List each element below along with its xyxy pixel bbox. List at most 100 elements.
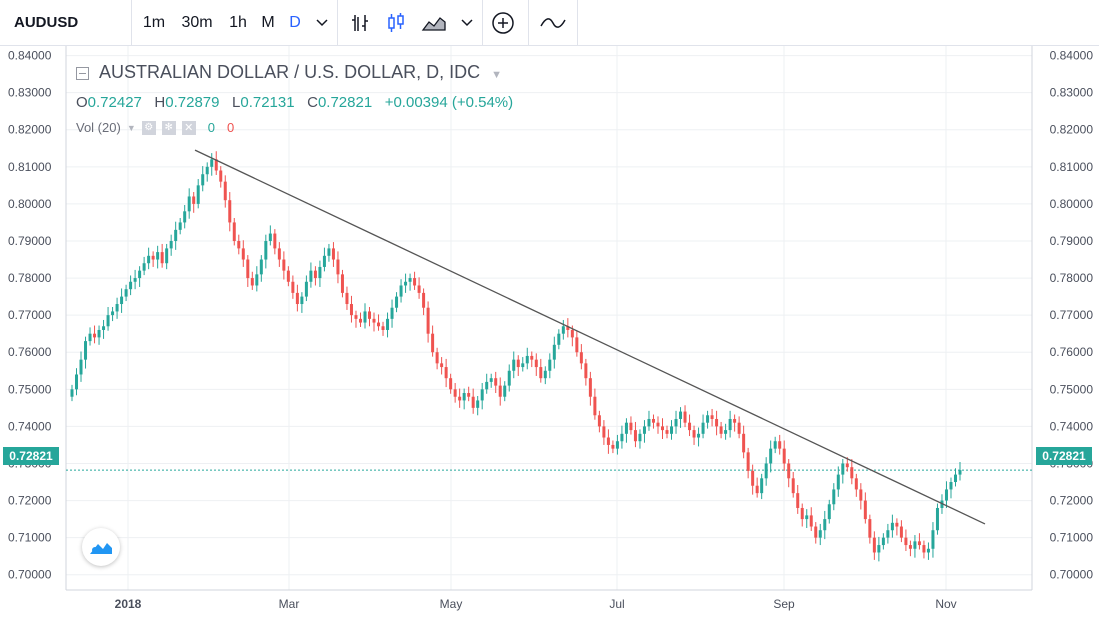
compare-button[interactable]: [535, 0, 571, 45]
candle-body: [512, 359, 516, 371]
candle-body: [863, 500, 867, 520]
candle-body: [904, 537, 908, 546]
candle-body: [665, 430, 669, 434]
candle-body: [620, 433, 624, 442]
candle-body: [435, 352, 439, 364]
candle-body: [322, 255, 326, 267]
area-chart-button[interactable]: [417, 0, 451, 45]
interval-dropdown[interactable]: [312, 0, 332, 45]
close-icon[interactable]: ✕: [181, 120, 196, 135]
price-tick-label: 0.79000: [8, 234, 52, 248]
volume-label[interactable]: Vol (20): [76, 120, 121, 135]
candle-body: [386, 318, 390, 330]
toolbar-separator: [577, 0, 578, 45]
candle-body: [701, 422, 705, 434]
low-value: 0.72131: [240, 94, 295, 111]
candle-body: [304, 281, 308, 297]
candle-body: [872, 537, 876, 553]
price-tick-label: 0.70000: [1050, 568, 1094, 582]
candle-body: [814, 526, 818, 538]
candles-icon: [388, 12, 404, 32]
change-value: +0.00394 (+0.54%): [384, 94, 514, 111]
candle-body: [88, 333, 92, 342]
candle-body: [935, 507, 939, 531]
area-chart-icon: [421, 16, 446, 31]
candle-body: [692, 430, 696, 438]
candle-body: [106, 315, 110, 327]
price-tick-label: 0.79000: [1050, 234, 1094, 248]
candle-body: [111, 311, 115, 316]
candle-body: [358, 318, 362, 323]
candle-body: [787, 463, 791, 479]
candle-body: [890, 522, 894, 531]
candle-body: [138, 270, 142, 279]
candle-body: [399, 285, 403, 297]
candle-body: [737, 422, 741, 434]
candle-body: [498, 385, 502, 397]
chevron-down-icon[interactable]: ▼: [491, 69, 503, 81]
low-label: L: [232, 94, 241, 111]
candle-body: [169, 240, 173, 249]
trendline: [194, 149, 986, 525]
candle-body: [908, 545, 912, 549]
bar-chart-button[interactable]: [345, 0, 375, 45]
legend-collapse-icon[interactable]: [76, 66, 89, 80]
interval-1h-button[interactable]: 1h: [229, 13, 247, 31]
candle-body: [674, 418, 678, 427]
candle-body: [782, 448, 786, 464]
tradingview-logo[interactable]: [82, 528, 120, 566]
candle-body: [543, 370, 547, 379]
interval-30m-button[interactable]: 30m: [181, 13, 213, 31]
candle-body: [300, 296, 304, 305]
price-tick-label: 0.74000: [8, 419, 52, 433]
candle-body: [778, 441, 782, 449]
chevron-down-icon: [461, 18, 473, 26]
candles-button[interactable]: [381, 0, 411, 45]
candle-body: [724, 430, 728, 434]
time-tick-label: Sep: [773, 597, 795, 611]
candle-body: [124, 289, 128, 297]
settings-icon[interactable]: ⚙: [141, 120, 156, 135]
candle-body: [791, 478, 795, 494]
chart-style-dropdown[interactable]: [457, 0, 477, 45]
candle-body: [926, 548, 930, 553]
candle-body: [656, 422, 660, 427]
interval-month-button[interactable]: M: [261, 13, 275, 31]
candle-body: [629, 422, 633, 431]
candle-body: [881, 537, 885, 546]
candle-body: [530, 355, 534, 360]
interval-day-button[interactable]: D: [289, 13, 301, 31]
add-indicator-button[interactable]: [488, 0, 518, 45]
candle-body: [800, 507, 804, 520]
candle-body: [165, 248, 169, 264]
series-title[interactable]: AUSTRALIAN DOLLAR / U.S. DOLLAR, D, IDC: [99, 62, 481, 82]
candle-body: [97, 329, 101, 338]
candle-body: [282, 259, 286, 271]
candle-body: [854, 478, 858, 490]
candle-body: [345, 292, 349, 305]
price-tick-label: 0.71000: [8, 531, 52, 545]
chart-panel[interactable]: [0, 46, 1099, 626]
format-icon[interactable]: ✻: [161, 120, 176, 135]
high-label: H: [154, 94, 166, 111]
price-tick-label: 0.77000: [1050, 308, 1094, 322]
candle-body: [318, 266, 322, 279]
chevron-down-icon: [316, 18, 328, 26]
candle-body: [151, 255, 155, 260]
candle-body: [485, 381, 489, 390]
candle-body: [548, 359, 552, 371]
chevron-down-icon[interactable]: ▼: [126, 122, 136, 133]
candle-body: [354, 315, 358, 319]
candle-body: [462, 393, 466, 401]
price-tick-label: 0.75000: [1050, 382, 1094, 396]
candle-body: [570, 329, 574, 338]
candle-body: [115, 304, 119, 312]
candle-body: [223, 181, 227, 201]
candle-body: [426, 307, 430, 334]
candle-body: [480, 389, 484, 401]
interval-1m-button[interactable]: 1m: [142, 13, 166, 31]
price-tick-label: 0.77000: [8, 308, 52, 322]
candle-body: [453, 389, 457, 397]
symbol-search-button[interactable]: AUDUSD: [14, 14, 79, 31]
